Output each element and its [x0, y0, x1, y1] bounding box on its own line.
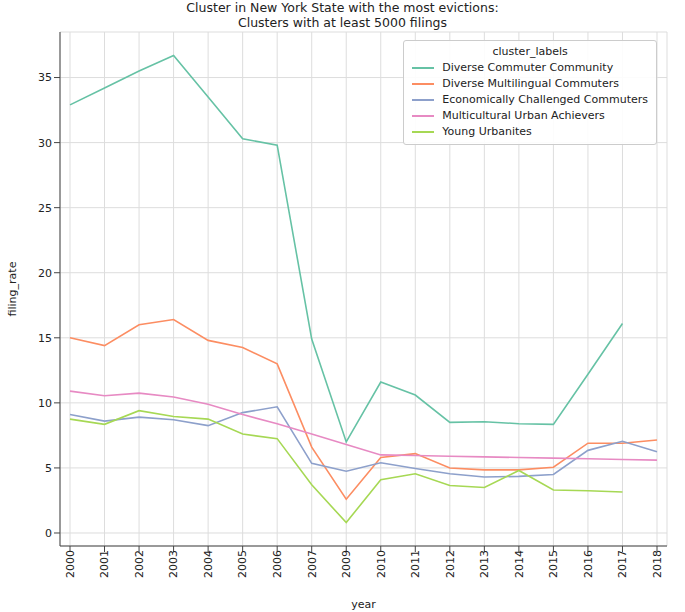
svg-text:2003: 2003 — [167, 550, 180, 578]
svg-text:2013: 2013 — [478, 550, 491, 578]
svg-text:filing_rate: filing_rate — [8, 261, 19, 316]
svg-text:2016: 2016 — [582, 550, 595, 578]
svg-text:5: 5 — [45, 462, 52, 475]
html-text:Multicultural Urban Achievers: Multicultural Urban Achievers — [442, 109, 605, 122]
svg-text:35: 35 — [38, 71, 52, 84]
svg-text:2014: 2014 — [513, 550, 526, 578]
svg-text:2015: 2015 — [547, 550, 560, 578]
svg-text:2005: 2005 — [236, 550, 249, 578]
svg-text:0: 0 — [45, 527, 52, 540]
svg-text:10: 10 — [38, 397, 52, 410]
svg-text:2000: 2000 — [64, 550, 77, 578]
html-text:Diverse Commuter Community: Diverse Commuter Community — [442, 61, 614, 74]
svg-text:2010: 2010 — [375, 550, 388, 578]
html-text:Cluster in New York State with: Cluster in New York State with the most … — [186, 0, 499, 15]
svg-text:year: year — [351, 598, 376, 611]
html-text:Economically Challenged Commut: Economically Challenged Commuters — [442, 93, 648, 106]
svg-text:2004: 2004 — [202, 550, 215, 578]
svg-text:2007: 2007 — [306, 550, 319, 578]
html-text:Young Urbanites: Young Urbanites — [442, 125, 532, 138]
svg-text:15: 15 — [38, 332, 52, 345]
html-text:cluster_labels: cluster_labels — [492, 45, 568, 58]
svg-text:30: 30 — [38, 137, 52, 150]
svg-text:2017: 2017 — [616, 550, 629, 578]
svg-text:2002: 2002 — [133, 550, 146, 578]
html-text:Diverse Multilingual Commuters: Diverse Multilingual Commuters — [442, 77, 619, 90]
svg-text:2011: 2011 — [409, 550, 422, 578]
html-text:Clusters with at least 5000 fi: Clusters with at least 5000 filings — [238, 15, 447, 30]
svg-text:20: 20 — [38, 267, 52, 280]
svg-text:2006: 2006 — [271, 550, 284, 578]
svg-text:2001: 2001 — [98, 550, 111, 578]
svg-text:25: 25 — [38, 202, 52, 215]
svg-text:2009: 2009 — [340, 550, 353, 578]
svg-text:2018: 2018 — [651, 550, 664, 578]
svg-text:2012: 2012 — [444, 550, 457, 578]
